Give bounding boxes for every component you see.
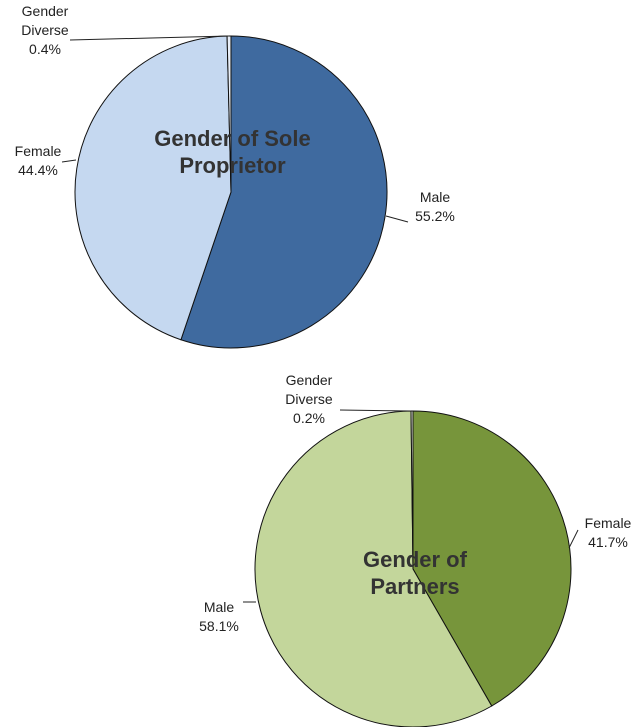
slice-label: Male 55.2% xyxy=(405,188,465,226)
slice-label: Female 41.7% xyxy=(575,514,641,552)
category-label: Male xyxy=(203,599,235,615)
category-label: Gender Diverse xyxy=(285,372,333,407)
leader-line xyxy=(61,159,77,163)
chart-title: Gender of Partners xyxy=(363,547,467,599)
value-label: 55.2% xyxy=(415,208,455,224)
value-label: 58.1% xyxy=(199,618,239,634)
leader-line xyxy=(568,529,579,549)
slice-label: Female 44.4% xyxy=(5,142,71,180)
pie-slice xyxy=(412,410,572,707)
chart-title: Gender of Sole Proprietor xyxy=(154,126,311,178)
category-label: Female xyxy=(584,515,632,531)
pie-slice xyxy=(410,410,414,570)
leader-line xyxy=(339,409,412,412)
value-label: 0.2% xyxy=(293,410,325,426)
pie-slice xyxy=(180,35,388,349)
pie-slice xyxy=(74,35,232,341)
leader-line xyxy=(69,35,230,41)
value-label: 44.4% xyxy=(18,162,58,178)
slice-label: Gender Diverse 0.4% xyxy=(10,2,80,59)
slice-label: Gender Diverse 0.2% xyxy=(270,371,348,428)
value-label: 41.7% xyxy=(588,534,628,550)
leader-line xyxy=(385,215,409,223)
category-label: Gender Diverse xyxy=(21,3,69,38)
category-label: Female xyxy=(14,143,62,159)
category-label: Male xyxy=(419,189,451,205)
slice-label: Male 58.1% xyxy=(186,598,252,636)
value-label: 0.4% xyxy=(29,41,61,57)
